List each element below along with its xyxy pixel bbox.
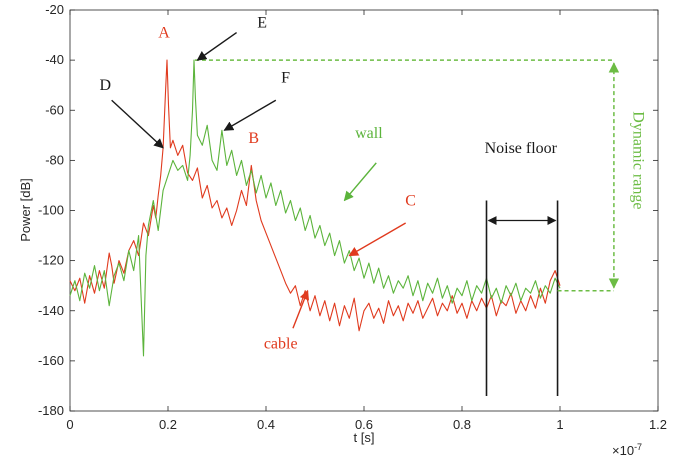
arrow-e [196, 31, 238, 61]
y-tick-label: -180 [38, 403, 64, 418]
arrow-d [111, 99, 164, 149]
y-axis-label: Power [dB] [18, 178, 33, 242]
y-axis-ticks: -180 -160 -140 -120 -100 -80 -60 -40 -20 [38, 2, 658, 418]
y-tick-label: -20 [45, 2, 64, 17]
x-tick-label: 0.4 [257, 417, 275, 432]
annotation-label: D [99, 77, 111, 94]
y-tick-label: -40 [45, 52, 64, 67]
x-tick-label: 1.2 [649, 417, 667, 432]
annotation-label: E [257, 15, 267, 32]
annotation-label: F [281, 70, 290, 87]
y-tick-label: -60 [45, 102, 64, 117]
arrow-c [348, 222, 407, 257]
x-tick-label: 0 [66, 417, 73, 432]
annotation-label: C [405, 192, 416, 209]
series-line-cable [69, 59, 561, 332]
series-line-wall [69, 59, 561, 357]
annotation-label: cable [264, 335, 298, 352]
annotation-label: Noise floor [485, 140, 558, 157]
x-tick-label: 0.8 [453, 417, 471, 432]
x-exponent-base: ×10 [612, 443, 634, 458]
x-exponent-label: ×10-7 [612, 442, 642, 458]
arrow-cable [292, 289, 310, 329]
y-tick-label: -80 [45, 152, 64, 167]
y-tick-label: -120 [38, 253, 64, 268]
y-tick-label: -140 [38, 303, 64, 318]
overlay-layer [111, 31, 620, 396]
arrow-wall [343, 162, 377, 202]
x-tick-label: 1 [556, 417, 563, 432]
y-tick-label: -100 [38, 203, 64, 218]
x-axis-ticks: 0 0.2 0.4 0.6 0.8 1 1.2 [66, 10, 667, 432]
x-axis-label: t [s] [354, 430, 375, 445]
annotation-label: Dynamic range [630, 111, 647, 209]
x-tick-label: 0.6 [355, 417, 373, 432]
x-exponent-power: -7 [634, 442, 642, 452]
annotation-label: A [158, 25, 170, 42]
x-tick-label: 0.2 [159, 417, 177, 432]
annotation-label: B [248, 130, 259, 147]
series-layer [69, 59, 561, 357]
y-tick-label: -160 [38, 353, 64, 368]
annotation-label: wall [355, 125, 383, 142]
arrow-f [223, 99, 277, 131]
plot-area [69, 9, 659, 412]
